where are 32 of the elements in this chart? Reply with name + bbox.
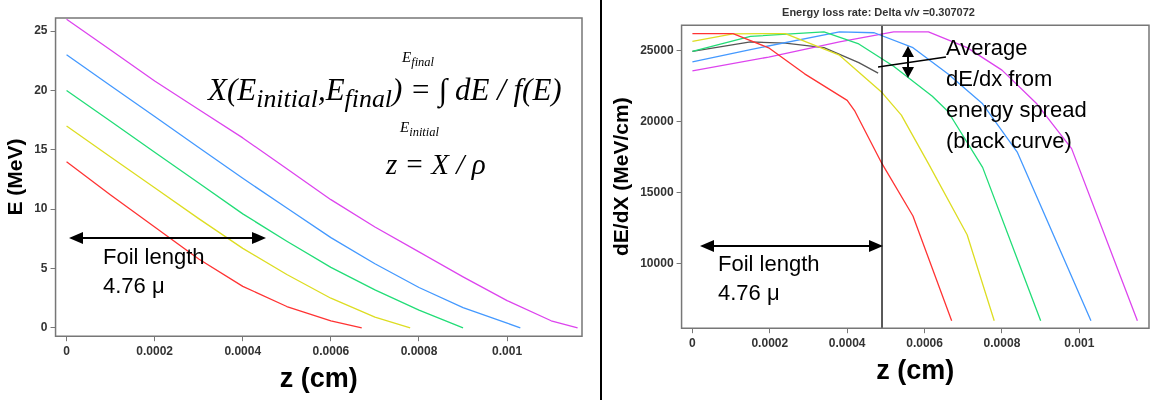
y-tick-label: 0 xyxy=(40,320,48,335)
annotation: Foil length 4.76 μ xyxy=(718,250,820,308)
y-tick-label: 5 xyxy=(40,260,48,275)
y-tick-label: 10 xyxy=(34,201,48,216)
x-tick-label: 0.0008 xyxy=(983,335,1021,350)
x-tick-label: 0.0008 xyxy=(400,343,438,358)
y-tick-label: 20 xyxy=(34,82,48,97)
y-tick-label: 20000 xyxy=(640,114,674,129)
x-tick-label: 0.001 xyxy=(492,343,523,358)
annotation: E$_{initial}$ xyxy=(400,119,440,139)
x-tick-label: 0 xyxy=(689,335,697,350)
x-tick-label: 0.0004 xyxy=(828,335,866,350)
x-axis-title: z (cm) xyxy=(279,363,358,394)
y-axis-title: E (MeV) xyxy=(3,138,27,216)
y-tick-label: 10000 xyxy=(640,256,674,271)
x-tick-label: 0.0006 xyxy=(906,335,944,350)
y-tick-label: 25 xyxy=(34,23,48,38)
x-tick-label: 0 xyxy=(63,343,71,358)
x-tick-label: 0.0002 xyxy=(751,335,789,350)
x-tick-label: 0.0004 xyxy=(224,343,262,358)
x-axis-title: z (cm) xyxy=(876,355,955,386)
annotation: E$_{final}$ xyxy=(402,49,435,69)
y-tick-label: 15 xyxy=(34,142,48,157)
chart-title: Energy loss rate: Delta v/v =0.307072 xyxy=(782,5,975,18)
x-tick-label: 0.001 xyxy=(1064,335,1095,350)
annotation: z = X / ρ xyxy=(386,148,486,180)
x-tick-label: 0.0002 xyxy=(136,343,174,358)
x-tick-label: 0.0006 xyxy=(312,343,350,358)
y-tick-label: 25000 xyxy=(640,42,674,57)
y-tick-label: 15000 xyxy=(640,185,674,200)
annotation: X(E$_{initial}$,E$_{final}$) = ∫ dE / f(E) xyxy=(208,72,562,114)
y-axis-title: dE/dX (MeV/cm) xyxy=(609,97,633,257)
